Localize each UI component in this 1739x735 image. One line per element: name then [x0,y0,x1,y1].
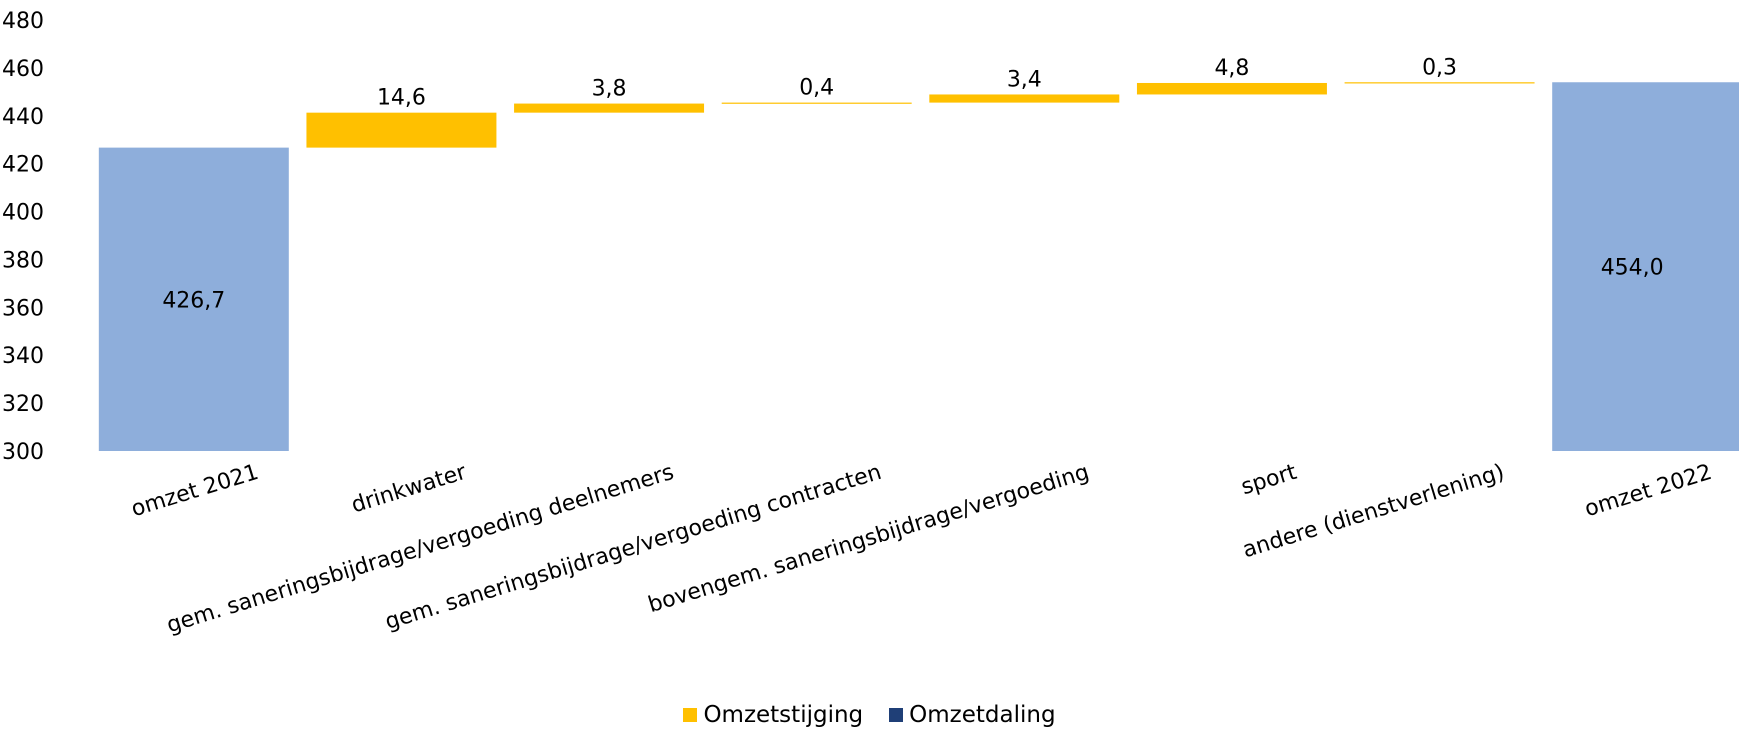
increase-bar [721,102,912,104]
y-tick-label: 460 [2,57,44,82]
data-label: 4,8 [1214,56,1249,81]
legend-swatch-increase [683,708,698,722]
category-label: omzet 2021 [128,460,261,522]
legend: Omzetstijging Omzetdaling [0,700,1739,730]
data-label: 426,7 [162,288,225,313]
y-tick-label: 420 [2,153,44,178]
increase-bar [1136,82,1327,95]
legend-item-increase: Omzetstijging [683,702,863,728]
data-label: 3,4 [1007,67,1042,92]
category-label: omzet 2022 [1582,460,1715,522]
waterfall-chart: 300 320 340 360 380 400 420 440 460 480 426,7 omzet… [2,9,1739,638]
y-tick-label: 380 [2,248,44,273]
legend-swatch-decrease [889,708,904,722]
total-bar [98,147,289,451]
increase-bar [306,112,497,148]
data-label: 0,4 [799,76,834,101]
y-tick-label: 440 [2,105,44,130]
total-bar [1552,82,1739,451]
y-tick-label: 300 [2,440,44,465]
legend-item-decrease: Omzetdaling [889,702,1056,728]
y-tick-label: 320 [2,392,44,417]
y-tick-label: 400 [2,201,44,226]
legend-label-increase: Omzetstijging [703,702,864,728]
y-tick-label: 360 [2,296,44,321]
y-tick-label: 340 [2,344,44,369]
data-label: 0,3 [1422,55,1457,80]
y-tick-label: 480 [2,9,44,34]
data-label: 454,0 [1601,256,1664,281]
data-label: 3,8 [592,77,627,102]
data-label: 14,6 [377,86,426,111]
increase-bar [514,103,705,113]
increase-bar [929,94,1120,103]
category-label: sport [1238,460,1300,501]
increase-bar [1344,82,1535,84]
legend-label-decrease: Omzetdaling [909,702,1056,728]
category-label: drinkwater [349,460,471,519]
